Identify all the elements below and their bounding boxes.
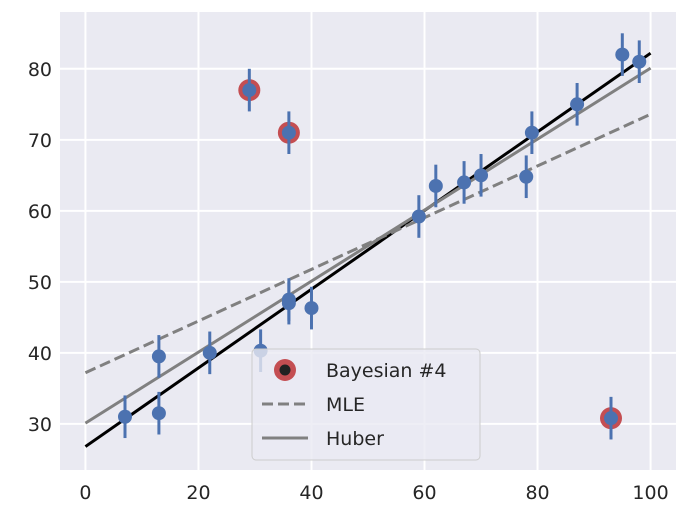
legend: Bayesian #4 MLE Huber (251, 348, 481, 461)
y-tick-label: 40 (28, 343, 52, 365)
data-point (242, 68, 257, 112)
fit-lines (84, 51, 652, 448)
data-point (519, 155, 534, 199)
data-point (524, 111, 539, 155)
point-marker (604, 411, 619, 426)
x-tick-label: 60 (412, 482, 436, 504)
point-marker (117, 409, 132, 424)
x-tick-label: 40 (299, 482, 323, 504)
data-point (615, 33, 630, 76)
data-point (570, 83, 585, 126)
point-marker (519, 169, 534, 184)
huber-line (84, 66, 652, 425)
x-tick-label: 0 (79, 482, 91, 504)
x-tick-label: 20 (186, 482, 210, 504)
point-marker (202, 345, 217, 360)
data-point (474, 154, 489, 197)
point-marker (281, 296, 296, 311)
legend-label: MLE (326, 394, 365, 416)
data-point (281, 111, 296, 155)
y-tick-label: 50 (28, 272, 52, 294)
data-point (428, 164, 443, 208)
point-marker (474, 168, 489, 183)
legend-box (251, 348, 481, 461)
x-tick-labels: 0 20 40 60 80 100 (79, 482, 668, 504)
data-point (117, 395, 132, 439)
data-point (304, 286, 319, 330)
point-marker (281, 125, 296, 140)
data-point (151, 391, 166, 435)
legend-point-icon (279, 364, 291, 376)
point-marker (151, 406, 166, 421)
point-marker (428, 178, 443, 193)
point-marker (570, 97, 585, 112)
data-point (604, 396, 619, 440)
y-tick-label: 80 (28, 59, 52, 81)
y-tick-label: 30 (28, 414, 52, 436)
data-point (281, 281, 296, 325)
point-marker (242, 83, 257, 98)
bayesian-4-line (84, 51, 652, 448)
point-marker (615, 47, 630, 62)
point-marker (151, 349, 166, 364)
legend-label: Huber (326, 428, 384, 450)
y-tick-labels: 30 40 50 60 70 80 (28, 59, 52, 436)
data-point (411, 195, 426, 238)
point-marker (457, 175, 472, 190)
x-tick-label: 100 (632, 482, 668, 504)
data-point (632, 40, 647, 84)
data-point (202, 331, 217, 375)
mle-line (84, 112, 652, 375)
point-marker (304, 301, 319, 316)
point-marker (411, 209, 426, 224)
x-tick-label: 80 (525, 482, 549, 504)
y-tick-label: 60 (28, 201, 52, 223)
point-marker (632, 54, 647, 69)
data-point (457, 161, 472, 204)
data-point (151, 335, 166, 378)
point-marker (524, 125, 539, 140)
legend-label: Bayesian #4 (326, 360, 447, 382)
y-tick-label: 70 (28, 130, 52, 152)
